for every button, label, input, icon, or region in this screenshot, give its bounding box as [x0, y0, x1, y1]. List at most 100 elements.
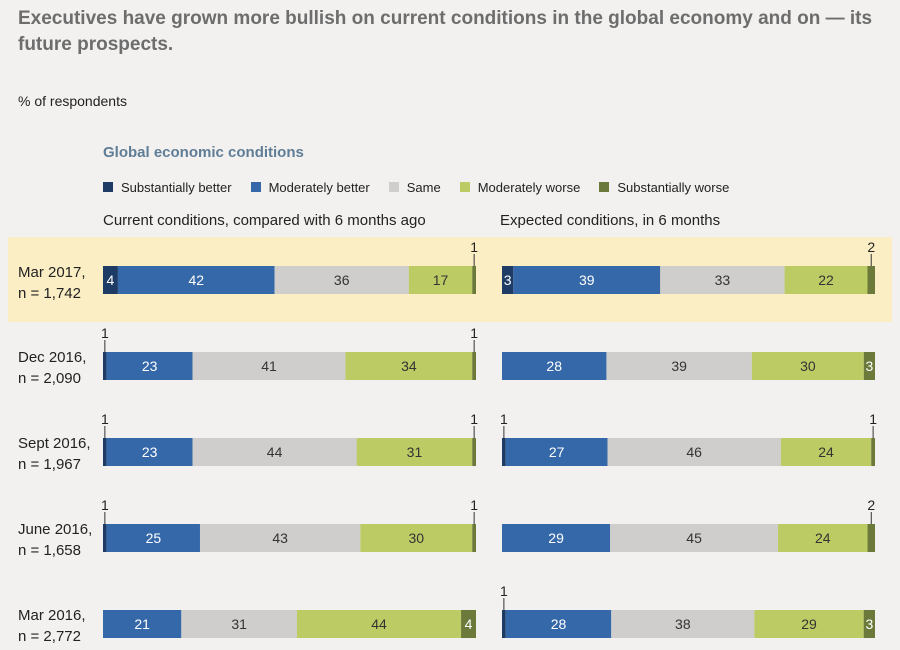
legend-swatch-substantially-better [103, 182, 113, 192]
data-label-expected-june-2016-substantially-worse: 2 [867, 497, 875, 513]
data-label-current-mar-2016-substantially-worse: 4 [465, 616, 473, 632]
data-label-current-mar-2017-same: 36 [334, 272, 350, 288]
bar-segment-current-june-2016-substantially-better [103, 524, 107, 552]
bar-segment-current-mar-2017-moderately-better [117, 266, 275, 294]
data-label-expected-mar-2017-substantially-worse: 2 [867, 239, 875, 255]
bar-segment-current-sept-2016-moderately-worse [356, 438, 473, 466]
legend-swatch-moderately-better [250, 182, 261, 192]
row-label-date: June 2016, [18, 521, 93, 538]
bar-segment-expected-mar-2017-moderately-worse [784, 266, 868, 294]
row-label-sample: n = 2,772 [18, 628, 81, 645]
data-label-expected-june-2016-same: 45 [686, 530, 702, 546]
data-label-current-sept-2016-substantially-worse: 1 [470, 411, 478, 427]
bar-segment-expected-sept-2016-moderately-better [505, 438, 608, 466]
data-label-expected-mar-2017-moderately-better: 39 [579, 272, 595, 288]
legend-label-substantially-better: Substantially better [121, 179, 232, 195]
data-label-expected-dec-2016-moderately-better: 28 [546, 358, 562, 374]
row-label: Mar 2016, n = 2,772 [18, 605, 86, 647]
bar-segment-current-june-2016-substantially-worse [472, 524, 476, 552]
bar-segment-expected-june-2016-substantially-worse [867, 524, 875, 552]
data-label-expected-june-2016-moderately-worse: 24 [815, 530, 831, 546]
bar-segment-expected-sept-2016-substantially-worse [871, 438, 875, 466]
bar-segment-expected-dec-2016-same [606, 352, 752, 380]
bar-segment-current-sept-2016-moderately-better [106, 438, 193, 466]
bar-segment-current-sept-2016-substantially-better [103, 438, 107, 466]
data-label-expected-dec-2016-moderately-worse: 30 [800, 358, 816, 374]
data-label-expected-sept-2016-moderately-worse: 24 [818, 444, 834, 460]
bar-segment-current-june-2016-moderately-better [106, 524, 200, 552]
bar-segment-current-mar-2017-substantially-better [103, 266, 118, 294]
legend-item-same: Same [388, 179, 441, 195]
data-label-current-dec-2016-moderately-better: 23 [142, 358, 158, 374]
data-label-current-mar-2016-same: 31 [231, 616, 247, 632]
data-label-current-dec-2016-same: 41 [261, 358, 277, 374]
bar-segment-expected-dec-2016-moderately-worse [751, 352, 864, 380]
bar-segment-expected-june-2016-moderately-better [502, 524, 611, 552]
data-label-current-dec-2016-substantially-worse: 1 [470, 325, 478, 341]
bar-segment-current-dec-2016-substantially-worse [472, 352, 476, 380]
bar-segment-expected-dec-2016-moderately-better [502, 352, 607, 380]
row-label: Dec 2016, n = 2,090 [18, 347, 86, 389]
data-label-current-sept-2016-same: 44 [267, 444, 283, 460]
legend-item-moderately-better: Moderately better [250, 179, 370, 195]
bar-segment-current-sept-2016-substantially-worse [472, 438, 476, 466]
legend: Substantially better Moderately better S… [103, 179, 748, 195]
row-label: June 2016, n = 1,658 [18, 519, 92, 561]
legend-swatch-substantially-worse [599, 182, 610, 192]
data-label-expected-mar-2016-moderately-better: 28 [551, 616, 567, 632]
data-label-current-june-2016-same: 43 [272, 530, 288, 546]
legend-swatch-moderately-worse [459, 182, 470, 192]
bar-segment-current-mar-2016-same [181, 610, 297, 638]
bar-segment-expected-june-2016-moderately-worse [778, 524, 868, 552]
data-label-current-june-2016-substantially-better: 1 [101, 497, 109, 513]
data-label-expected-sept-2016-substantially-better: 1 [500, 411, 508, 427]
legend-label-moderately-better: Moderately better [268, 179, 370, 195]
data-label-current-sept-2016-moderately-worse: 31 [407, 444, 423, 460]
bar-segment-current-june-2016-same [199, 524, 361, 552]
data-label-current-june-2016-substantially-worse: 1 [470, 497, 478, 513]
bar-segment-expected-mar-2016-same [611, 610, 755, 638]
bar-segment-expected-sept-2016-substantially-better [502, 438, 506, 466]
data-label-expected-dec-2016-same: 39 [671, 358, 687, 374]
legend-swatch-same [388, 182, 399, 192]
bar-segment-expected-mar-2016-substantially-worse [863, 610, 875, 638]
bar-segment-current-dec-2016-same [192, 352, 346, 380]
unit-label: % of respondents [18, 93, 127, 109]
bar-segment-expected-june-2016-same [610, 524, 779, 552]
data-label-expected-mar-2017-substantially-better: 3 [504, 272, 512, 288]
bar-segment-expected-mar-2016-moderately-worse [754, 610, 864, 638]
data-label-current-mar-2017-moderately-better: 42 [188, 272, 204, 288]
data-label-current-sept-2016-substantially-better: 1 [101, 411, 109, 427]
data-label-expected-sept-2016-substantially-worse: 1 [869, 411, 877, 427]
row-label: Mar 2017, n = 1,742 [18, 262, 86, 304]
bar-segment-expected-mar-2016-moderately-better [505, 610, 612, 638]
legend-item-substantially-better: Substantially better [103, 180, 232, 195]
data-label-current-mar-2016-moderately-better: 21 [134, 616, 150, 632]
data-label-expected-mar-2016-substantially-better: 1 [500, 583, 508, 599]
data-label-expected-june-2016-moderately-better: 29 [548, 530, 564, 546]
row-label-sample: n = 1,658 [18, 542, 81, 559]
bar-segment-current-sept-2016-same [192, 438, 357, 466]
data-label-expected-mar-2016-substantially-worse: 3 [865, 616, 873, 632]
bar-segment-current-mar-2016-moderately-worse [296, 610, 462, 638]
data-label-expected-dec-2016-substantially-worse: 3 [866, 358, 874, 374]
legend-item-substantially-worse: Substantially worse [599, 180, 729, 195]
panel-title-current: Current conditions, compared with 6 mont… [103, 212, 426, 229]
legend-label-moderately-worse: Moderately worse [477, 179, 581, 195]
bar-segment-current-dec-2016-moderately-worse [345, 352, 473, 380]
data-label-expected-mar-2016-same: 38 [675, 616, 691, 632]
bar-segment-expected-mar-2017-substantially-better [502, 266, 514, 294]
bar-segment-current-dec-2016-moderately-better [106, 352, 193, 380]
row-label-sample: n = 1,967 [18, 456, 81, 473]
row-label-date: Dec 2016, [18, 349, 87, 366]
bar-segment-expected-mar-2017-substantially-worse [867, 266, 875, 294]
row-label-sample: n = 2,090 [18, 370, 81, 387]
bar-segment-current-mar-2016-moderately-better [103, 610, 182, 638]
data-label-current-june-2016-moderately-better: 25 [146, 530, 162, 546]
bar-segment-expected-sept-2016-same [607, 438, 781, 466]
data-label-current-mar-2017-moderately-worse: 17 [433, 272, 449, 288]
legend-label-same: Same [406, 179, 441, 195]
row-label-date: Sept 2016, [18, 435, 91, 452]
bar-segment-expected-mar-2016-substantially-better [502, 610, 506, 638]
